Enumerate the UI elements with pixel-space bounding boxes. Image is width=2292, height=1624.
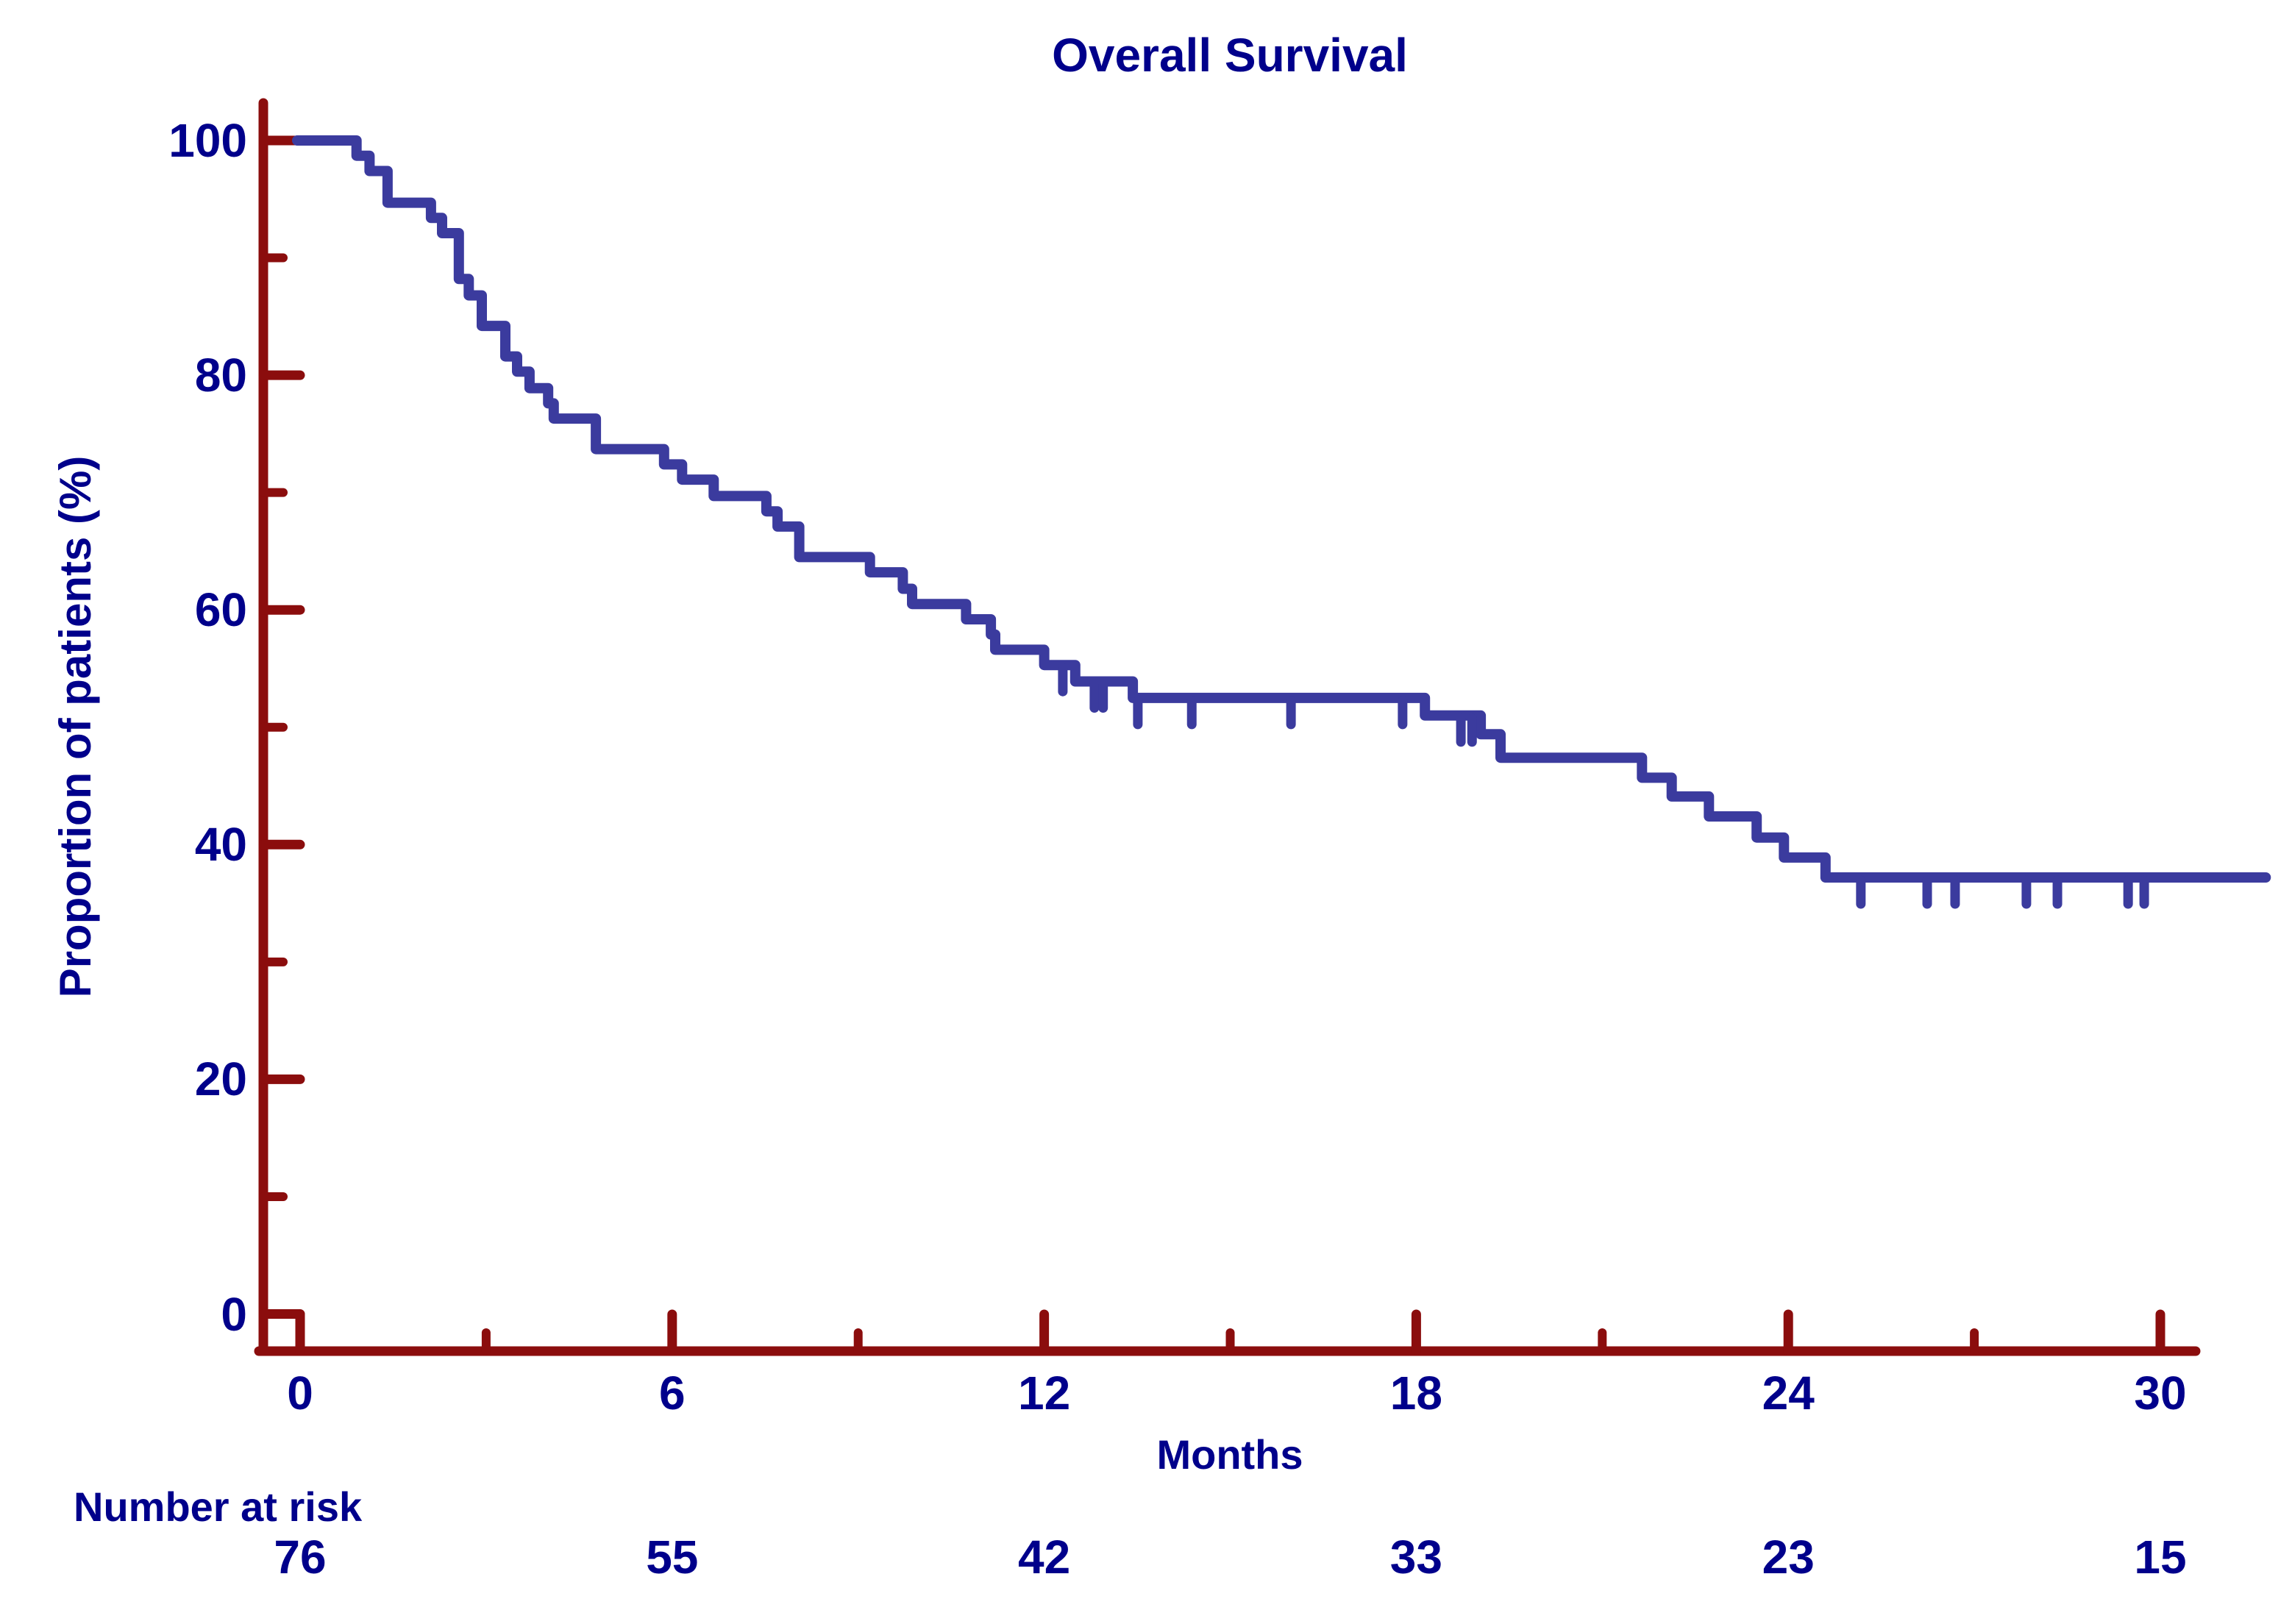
risk-value-30m: 15 — [2134, 1531, 2187, 1584]
risk-value-0m: 76 — [274, 1531, 327, 1584]
y-axis-title: Proportion of patients (%) — [51, 455, 100, 998]
risk-value-6m: 55 — [646, 1531, 699, 1584]
y-tick-label-0: 0 — [221, 1287, 247, 1341]
y-tick-label-20: 20 — [194, 1053, 247, 1106]
risk-value-24m: 23 — [1762, 1531, 1815, 1584]
x-tick-label-0: 0 — [287, 1367, 313, 1420]
risk-table-label: Number at risk — [74, 1484, 363, 1530]
chart-title: Overall Survival — [1052, 29, 1408, 82]
y-tick-label-40: 40 — [194, 818, 247, 872]
x-axis-title: Months — [1156, 1431, 1303, 1478]
survival-curve — [292, 135, 2271, 883]
y-tick-label-80: 80 — [194, 349, 247, 402]
x-tick-label-24: 24 — [1762, 1367, 1815, 1420]
risk-value-12m: 42 — [1018, 1531, 1071, 1584]
x-tick-label-6: 6 — [659, 1367, 686, 1420]
y-tick-label-100: 100 — [168, 114, 247, 167]
x-tick-label-12: 12 — [1018, 1367, 1071, 1420]
risk-value-18m: 33 — [1389, 1531, 1442, 1584]
x-tick-label-30: 30 — [2134, 1367, 2187, 1420]
y-tick-label-60: 60 — [194, 583, 247, 637]
x-tick-label-18: 18 — [1389, 1367, 1442, 1420]
